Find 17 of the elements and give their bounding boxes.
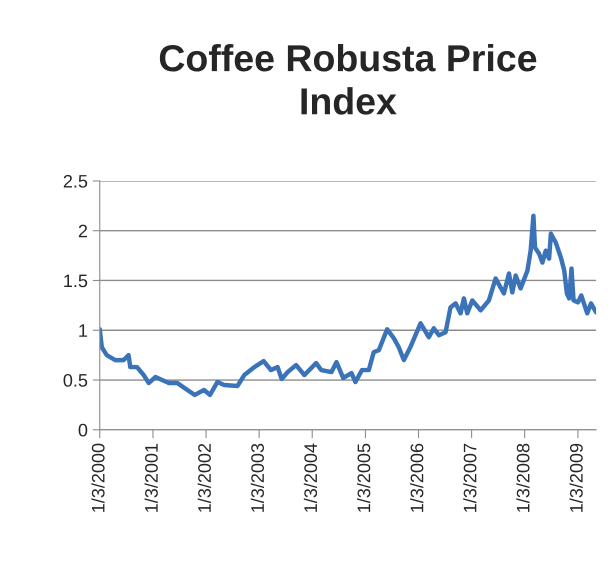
x-tick-label: 1/3/2003	[250, 444, 264, 512]
chart-title: Coffee Robusta Price Index	[160, 44, 536, 115]
x-tick-label: 1/3/2006	[410, 444, 424, 512]
y-tick-label: 1.5	[64, 274, 88, 288]
x-tick-label: 1/3/2008	[516, 444, 530, 512]
x-tick-label: 1/3/2000	[91, 444, 105, 512]
y-tick-label: 2.5	[64, 174, 88, 188]
x-tick-label: 1/3/2001	[144, 444, 158, 512]
x-tick-label: 1/3/2005	[357, 444, 370, 512]
y-tick-label: 1	[79, 324, 88, 337]
x-tick-label: 1/3/2009	[569, 444, 583, 512]
y-tick-label: 0.5	[64, 374, 88, 387]
y-tick-label: 0	[78, 424, 88, 436]
x-tick-label: 1/3/2007	[463, 444, 476, 512]
x-tick-label: 1/3/2002	[198, 444, 211, 512]
y-tick-label: 2	[78, 224, 88, 238]
x-tick-label: 1/3/2004	[304, 443, 318, 512]
